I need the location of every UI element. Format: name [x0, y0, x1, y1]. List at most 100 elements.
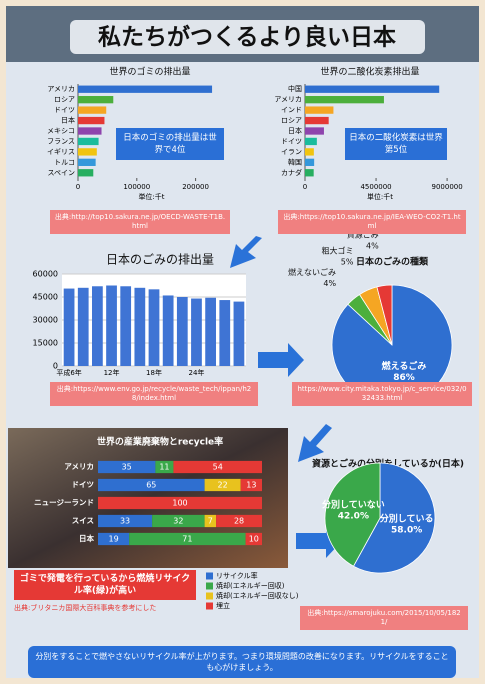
- slice-value: 58.0%: [391, 525, 422, 535]
- category-label: 中国: [288, 84, 302, 93]
- category-label: ドイツ: [54, 106, 75, 114]
- bar: [305, 138, 317, 145]
- bar: [305, 169, 314, 176]
- category-label: イラン: [281, 148, 302, 156]
- category-label: ニュージーランド: [34, 498, 94, 507]
- slice-label: 粗大ゴミ: [322, 246, 354, 256]
- bar: [78, 127, 102, 134]
- slice-value: 4%: [366, 241, 379, 250]
- source: 出典:https://top10.sakura.ne.jp/IEA-WEO-CO…: [278, 210, 466, 234]
- y-tick-label: 15000: [33, 339, 58, 348]
- slice-value: 42.0%: [338, 512, 369, 522]
- x-tick-label: 0: [303, 183, 307, 191]
- chart-title: 日本のごみの排出量: [106, 252, 214, 267]
- bar: [219, 300, 230, 366]
- annotation: 日本のゴミの排出量は世界で4位: [116, 128, 224, 160]
- x-tick-label: 200000: [182, 183, 209, 191]
- axis-label: 単位:千t: [138, 192, 164, 201]
- bar: [305, 117, 329, 124]
- slice-label: 分別している: [380, 512, 434, 524]
- bar: [78, 159, 96, 166]
- category-label: ロシア: [281, 117, 302, 125]
- x-tick-label: 0: [76, 183, 80, 191]
- legend-label: 埋立: [216, 601, 230, 610]
- category-label: 韓国: [288, 157, 302, 166]
- data-label: 28: [234, 517, 244, 526]
- bar: [149, 289, 160, 366]
- bar: [78, 138, 99, 145]
- data-label: 65: [146, 481, 156, 490]
- data-label: 100: [172, 499, 187, 508]
- footer: 分別をすることで燃やさないリサイクル率が上がります。つまり環境問題の改善になりま…: [28, 646, 456, 678]
- data-label: 7: [208, 517, 213, 526]
- legend-label: リサイクル率: [216, 571, 258, 580]
- y-tick-label: 30000: [33, 316, 58, 325]
- data-label: 22: [218, 481, 228, 490]
- legend-label: 焼却(エネルギー回収): [216, 581, 285, 590]
- slice-label: 燃えないごみ: [288, 267, 336, 277]
- slice-label: 燃えるごみ: [382, 360, 427, 372]
- data-label: 11: [159, 463, 169, 472]
- bar: [305, 148, 314, 155]
- category-label: カナダ: [281, 168, 302, 177]
- bar: [191, 299, 202, 366]
- bar: [305, 96, 384, 103]
- axis-label: 単位:千t: [367, 192, 393, 201]
- bar: [134, 288, 145, 366]
- caption-source: 出典:ブリタニカ国際大百科事典を参考にした: [14, 604, 194, 613]
- y-tick-label: 45000: [33, 293, 58, 302]
- category-label: 日本: [61, 116, 75, 125]
- x-tick-label: 4500000: [360, 183, 391, 191]
- slice-value: 4%: [323, 279, 336, 288]
- bar: [305, 106, 333, 113]
- data-label: 35: [122, 463, 132, 472]
- category-label: イギリス: [47, 148, 75, 156]
- bar: [106, 286, 117, 367]
- category-label: ドイツ: [281, 137, 302, 145]
- caption: ゴミで発電を行っているから燃焼リサイクル率(緑)が高い: [14, 570, 196, 600]
- category-label: 日本: [79, 533, 94, 543]
- legend-swatch: [206, 583, 213, 590]
- bar: [92, 286, 103, 366]
- bar: [234, 302, 245, 366]
- x-tick-label: 18年: [146, 368, 162, 377]
- data-label: 19: [108, 535, 118, 544]
- legend-swatch: [206, 603, 213, 610]
- chart-title: 日本のごみの種類: [356, 256, 429, 268]
- y-tick-label: 60000: [33, 270, 58, 279]
- category-label: アメリカ: [47, 85, 75, 93]
- source: https://www.city.mitaka.tokyo.jp/c_servi…: [292, 382, 472, 406]
- category-label: アメリカ: [64, 462, 94, 471]
- data-label: 13: [246, 481, 256, 490]
- bar: [305, 127, 324, 134]
- category-label: メキシコ: [47, 127, 75, 135]
- category-label: フランス: [47, 137, 75, 145]
- x-tick-label: 平成6年: [56, 368, 81, 377]
- annotation: 日本の二酸化炭素は世界第5位: [345, 128, 447, 160]
- bar: [78, 106, 106, 113]
- bar: [305, 86, 439, 93]
- x-tick-label: 24年: [189, 368, 205, 377]
- bar: [120, 286, 131, 366]
- legend-swatch: [206, 593, 213, 600]
- category-label: アメリカ: [274, 96, 302, 104]
- bar: [78, 288, 89, 366]
- x-tick-label: 9000000: [432, 183, 463, 191]
- bar: [78, 169, 93, 176]
- x-tick-label: 100000: [123, 183, 150, 191]
- category-label: インド: [281, 106, 302, 114]
- legend-swatch: [206, 573, 213, 580]
- chart-title: 世界のゴミの排出量: [109, 66, 190, 78]
- source: 出典:https://www.env.go.jp/recycle/waste_t…: [50, 382, 258, 406]
- chart-title: 世界の産業廃棄物とrecycle率: [97, 436, 223, 448]
- data-label: 10: [249, 535, 259, 544]
- slice-label: 分別していない: [322, 499, 385, 511]
- slice-value: 5%: [341, 258, 354, 267]
- bar: [177, 297, 188, 366]
- category-label: トルコ: [54, 158, 75, 166]
- poster: 私たちがつくるより良い日本 世界のゴミの排出量アメリカロシアドイツ日本メキシコフ…: [0, 0, 485, 684]
- legend-label: 焼却(エネルギー回収なし): [216, 591, 299, 600]
- bar: [78, 117, 104, 124]
- bar: [78, 86, 212, 93]
- bar: [64, 289, 75, 366]
